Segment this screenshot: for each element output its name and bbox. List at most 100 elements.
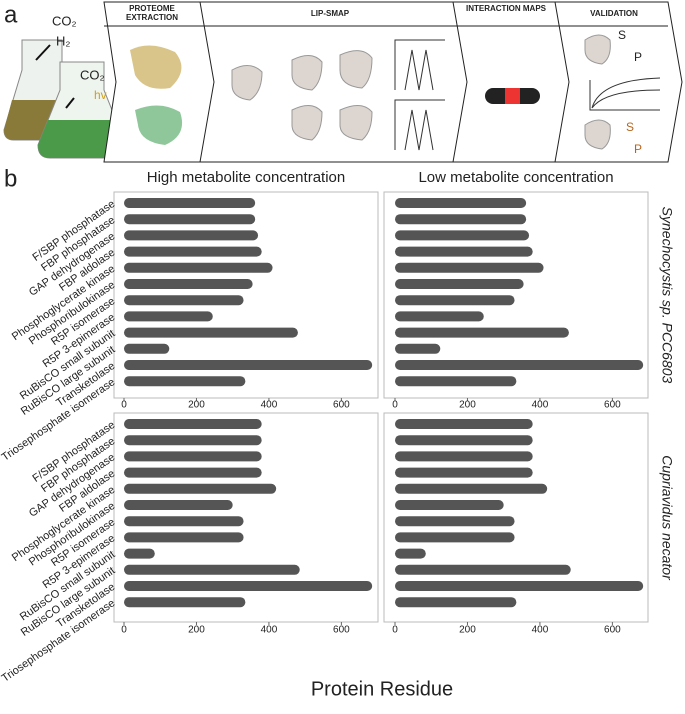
gas-label: H₂ [56,33,70,48]
step-header: INTERACTION MAPS [466,4,546,13]
x-tick-label: 0 [121,400,127,411]
protein [291,50,373,141]
bar [395,376,517,387]
bar [395,246,533,257]
validation-label: P [634,142,642,156]
bar [124,360,373,370]
x-tick-label: 600 [333,625,350,636]
x-tick-label: 400 [532,400,549,411]
bar [124,500,233,510]
bar [124,451,262,462]
bar [395,279,524,289]
x-tick-label: 0 [392,625,398,636]
bar [124,262,273,273]
x-tick-label: 600 [333,400,350,411]
validation-label: S [626,120,634,134]
x-tick-label: 400 [532,625,549,636]
bar [395,467,533,478]
bar [395,295,515,306]
bar [124,532,244,543]
bar [395,532,515,543]
bar [124,246,262,257]
bar [124,198,256,208]
bar [395,419,533,429]
panel-frame [383,191,649,399]
panel-frame [113,191,379,399]
bar [395,230,530,241]
x-tick-label: 200 [188,625,205,636]
bar [395,581,644,591]
bar [124,516,244,527]
bar [124,564,300,575]
bar [395,500,504,510]
step-header: LIP-SMAP [310,9,350,18]
bar [395,564,571,575]
bar [395,343,441,354]
bar [395,516,515,527]
culture [38,120,127,158]
organism-label: Synechocystis sp. PCC6803 [659,207,675,384]
validation-label: S [618,28,626,42]
panel-label: a [4,1,18,28]
bar [395,483,548,494]
x-tick-label: 200 [459,625,476,636]
bar [124,295,244,306]
bar [395,311,484,322]
x-tick-label: 600 [604,625,621,636]
light-label: hv [94,88,107,102]
validation-label: P [634,50,642,64]
bar [124,597,246,608]
bar [395,435,533,446]
interaction-map [505,88,520,104]
gas-label: CO₂ [80,67,105,82]
bar [124,230,259,241]
panel-frame [383,412,649,623]
pipeline-frame [103,1,683,163]
panel-title: Low metabolite concentration [418,169,613,186]
organism-label: Cupriavidus necator [659,455,675,581]
proteome [130,45,182,89]
bar [124,311,213,322]
bar [395,360,644,370]
pipeline-divider [104,1,668,163]
bar [124,214,256,225]
gas-label: CO₂ [52,13,77,28]
bar [395,597,517,608]
bar [124,581,373,591]
x-tick-label: 200 [459,400,476,411]
bar [395,451,533,462]
bar [124,327,298,338]
bar [395,548,426,559]
x-tick-label: 400 [261,400,278,411]
protein [231,65,263,101]
x-tick-label: 200 [188,400,205,411]
x-tick-label: 600 [604,400,621,411]
bar [124,483,277,494]
x-tick-label: 400 [261,625,278,636]
bar [124,343,170,354]
bar [395,327,569,338]
bar [395,262,544,273]
bar [124,435,262,446]
panel-label: b [4,165,17,192]
bar [124,376,246,387]
spectrum [404,49,434,151]
panel-frame [113,412,379,623]
x-axis-label: Protein Residue [311,678,453,700]
kinetics [589,77,661,111]
spectrum-axis [394,39,445,150]
arrow [35,44,75,109]
step-header: VALIDATION [590,9,638,18]
panel-title: High metabolite concentration [147,169,345,186]
bar [395,214,527,225]
bar [124,467,262,478]
x-tick-label: 0 [392,400,398,411]
bar [124,548,155,559]
step-header: PROTEOME EXTRACTION [126,4,178,22]
bar [124,419,262,429]
bar [395,198,527,208]
x-tick-label: 0 [121,625,127,636]
proteome [135,105,183,145]
